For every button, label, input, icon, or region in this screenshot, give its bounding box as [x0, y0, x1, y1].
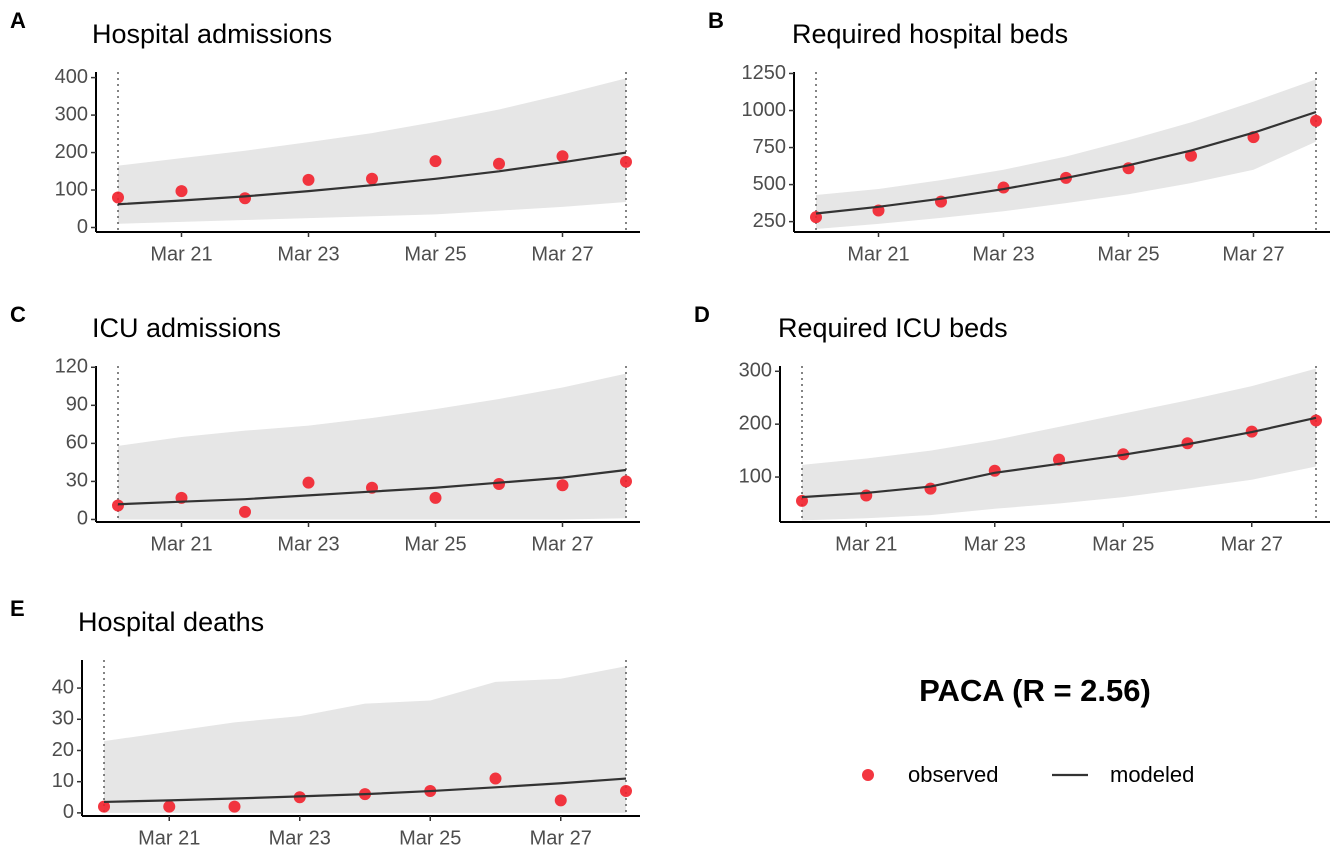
legend-point [862, 769, 874, 781]
x-tick-label: Mar 21 [847, 243, 909, 265]
observed-point [554, 794, 567, 807]
observed-point [239, 192, 251, 205]
legend-label: observed [908, 762, 999, 787]
x-tick-label: Mar 23 [964, 533, 1026, 555]
y-tick-label: 750 [753, 136, 786, 158]
observed-point [493, 477, 505, 490]
x-tick-label: Mar 21 [150, 243, 212, 265]
observed-point [429, 155, 442, 168]
x-tick-label: Mar 27 [1222, 243, 1284, 265]
y-tick-label: 500 [753, 173, 786, 195]
x-tick-label: Mar 23 [277, 533, 339, 555]
observed-point [366, 172, 378, 185]
y-tick-label: 300 [739, 360, 772, 382]
panel-letter: B [708, 8, 724, 33]
x-tick-label: Mar 27 [1221, 533, 1283, 555]
observed-point [556, 150, 569, 163]
observed-point [239, 505, 251, 518]
observed-point [302, 476, 315, 489]
y-tick-label: 1000 [742, 99, 787, 121]
uncertainty-band [816, 79, 1316, 230]
panel-letter: A [10, 8, 26, 33]
uncertainty-band [118, 373, 626, 520]
x-tick-label: Mar 25 [404, 533, 466, 555]
observed-point [112, 191, 124, 204]
y-tick-label: 100 [739, 465, 772, 487]
y-tick-label: 0 [77, 508, 88, 530]
y-tick-label: 100 [55, 178, 88, 200]
x-tick-label: Mar 25 [1092, 533, 1154, 555]
observed-point [112, 499, 124, 512]
observed-point [228, 800, 241, 813]
y-tick-label: 300 [55, 103, 88, 125]
panel-title: Required ICU beds [778, 313, 1008, 343]
observed-point [620, 155, 632, 168]
panel-title: Hospital admissions [92, 19, 332, 49]
panel-letter: E [10, 596, 25, 621]
observed-point [302, 173, 315, 186]
x-tick-label: Mar 25 [404, 243, 466, 265]
observed-point [493, 157, 505, 170]
y-tick-label: 200 [55, 141, 88, 163]
y-tick-label: 40 [52, 676, 74, 698]
y-tick-label: 0 [63, 801, 74, 823]
x-tick-label: Mar 27 [531, 533, 593, 555]
observed-point [556, 479, 569, 492]
y-tick-label: 0 [77, 216, 88, 238]
uncertainty-band [802, 368, 1316, 521]
x-tick-label: Mar 23 [972, 243, 1034, 265]
legend-label: modeled [1110, 762, 1194, 787]
observed-point [429, 491, 442, 504]
x-tick-label: Mar 21 [150, 533, 212, 555]
uncertainty-band [118, 78, 626, 224]
observed-point [175, 185, 188, 198]
x-tick-label: Mar 27 [531, 243, 593, 265]
observed-point [620, 785, 632, 798]
observed-point [924, 482, 937, 495]
x-tick-label: Mar 21 [835, 533, 897, 555]
x-tick-label: Mar 27 [530, 827, 592, 849]
observed-point [988, 464, 1001, 477]
y-tick-label: 60 [66, 432, 88, 454]
observed-point [1310, 114, 1322, 127]
observed-point [860, 489, 873, 502]
modeled-line [103, 777, 627, 804]
observed-point [98, 800, 110, 813]
y-tick-label: 30 [66, 470, 88, 492]
panel-letter: C [10, 302, 26, 327]
x-tick-label: Mar 23 [269, 827, 331, 849]
panel-title: Required hospital beds [792, 19, 1068, 49]
observed-point [1310, 414, 1322, 427]
y-tick-label: 10 [52, 770, 74, 792]
y-tick-label: 1250 [742, 62, 787, 84]
x-tick-label: Mar 21 [138, 827, 200, 849]
modeled-line [117, 151, 627, 206]
y-tick-label: 120 [55, 356, 88, 378]
observed-point [489, 772, 502, 785]
panel-title: ICU admissions [92, 313, 281, 343]
modeled-line [815, 110, 1317, 215]
x-tick-label: Mar 25 [399, 827, 461, 849]
x-tick-label: Mar 25 [1097, 243, 1159, 265]
figure-title: PACA (R = 2.56) [919, 673, 1151, 708]
y-tick-label: 30 [52, 708, 74, 730]
y-tick-label: 200 [739, 412, 772, 434]
modeled-line [801, 416, 1317, 499]
y-tick-label: 250 [753, 210, 786, 232]
observed-point [1185, 149, 1197, 162]
y-tick-label: 20 [52, 739, 74, 761]
panel-letter: D [694, 302, 710, 327]
y-tick-label: 400 [55, 66, 88, 88]
observed-point [163, 800, 176, 813]
y-tick-label: 90 [66, 394, 88, 416]
panel-title: Hospital deaths [78, 607, 264, 637]
observed-point [620, 475, 632, 488]
x-tick-label: Mar 23 [277, 243, 339, 265]
modeled-line [117, 468, 627, 506]
